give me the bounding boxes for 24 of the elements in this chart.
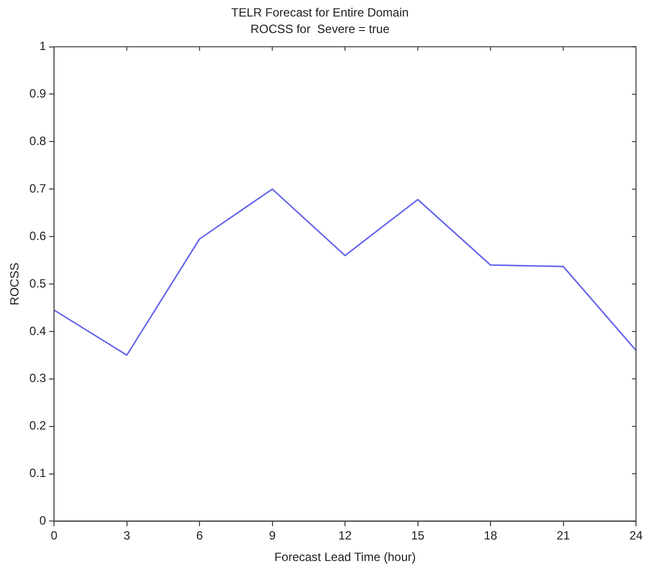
y-tick-label: 0.9 [29, 86, 46, 101]
y-tick-label: 0.2 [29, 418, 46, 433]
x-tick-label: 6 [196, 528, 204, 543]
chart-title: TELR Forecast for Entire Domain [231, 6, 409, 20]
x-tick-label: 21 [556, 528, 570, 543]
y-tick-label: 0.8 [29, 134, 46, 148]
y-tick-label: 0 [39, 514, 46, 528]
y-tick-label: 0.5 [29, 276, 46, 290]
x-tick-label: 12 [338, 528, 352, 543]
x-tick-label: 3 [123, 528, 130, 543]
y-tick-label: 0.6 [29, 228, 46, 243]
x-tick-label: 0 [50, 528, 58, 543]
y-tick-label: 0.3 [29, 371, 46, 386]
y-tick-label: 0.4 [29, 324, 46, 338]
x-tick-label: 18 [484, 528, 498, 543]
x-tick-label: 15 [411, 528, 425, 543]
x-tick-label: 24 [629, 528, 643, 543]
y-axis-title: ROCSS [8, 262, 22, 306]
chart-subtitle: ROCSS for Severe = true [250, 22, 390, 36]
x-axis-title: Forecast Lead Time (hour) [274, 550, 416, 564]
y-tick-label: 0.1 [29, 466, 46, 480]
x-tick-label: 9 [268, 528, 276, 543]
y-tick-label: 0.7 [29, 181, 46, 196]
y-tick-label: 1 [39, 39, 46, 54]
